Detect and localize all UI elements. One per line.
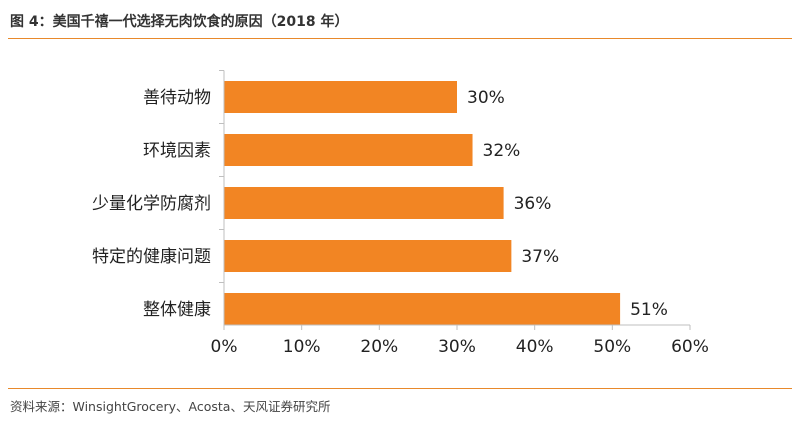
bar	[224, 134, 473, 166]
category-label: 善待动物	[143, 88, 211, 108]
category-label: 特定的健康问题	[92, 247, 211, 267]
category-label: 少量化学防腐剂	[92, 194, 211, 214]
x-tick-label: 20%	[360, 337, 398, 357]
x-tick-label: 10%	[283, 337, 321, 357]
bar	[224, 293, 621, 325]
source-note: 资料来源：WinsightGrocery、Acosta、天风证券研究所	[10, 399, 331, 414]
x-tick-label: 30%	[438, 337, 476, 357]
data-label: 37%	[521, 247, 559, 267]
category-label: 环境因素	[143, 141, 211, 161]
bar	[224, 187, 504, 219]
x-tick-label: 60%	[671, 337, 709, 357]
figure-title: 图 4：美国千禧一代选择无肉饮食的原因（2018 年）	[10, 14, 349, 30]
category-label: 整体健康	[143, 300, 211, 320]
x-tick-label: 50%	[593, 337, 631, 357]
x-tick-label: 40%	[516, 337, 554, 357]
bar	[224, 240, 512, 272]
source-rule	[8, 388, 792, 389]
bar	[224, 81, 457, 113]
data-label: 51%	[630, 300, 668, 320]
data-label: 30%	[467, 88, 505, 108]
bar-chart: 善待动物 30% 环境因素 32% 少量化学防腐剂 36% 特定的健康问题 37% 整体健康 51…	[92, 70, 709, 357]
data-label: 36%	[514, 194, 552, 214]
x-tick-label: 0%	[211, 337, 238, 357]
data-label: 32%	[483, 141, 521, 161]
title-rule	[8, 38, 792, 39]
